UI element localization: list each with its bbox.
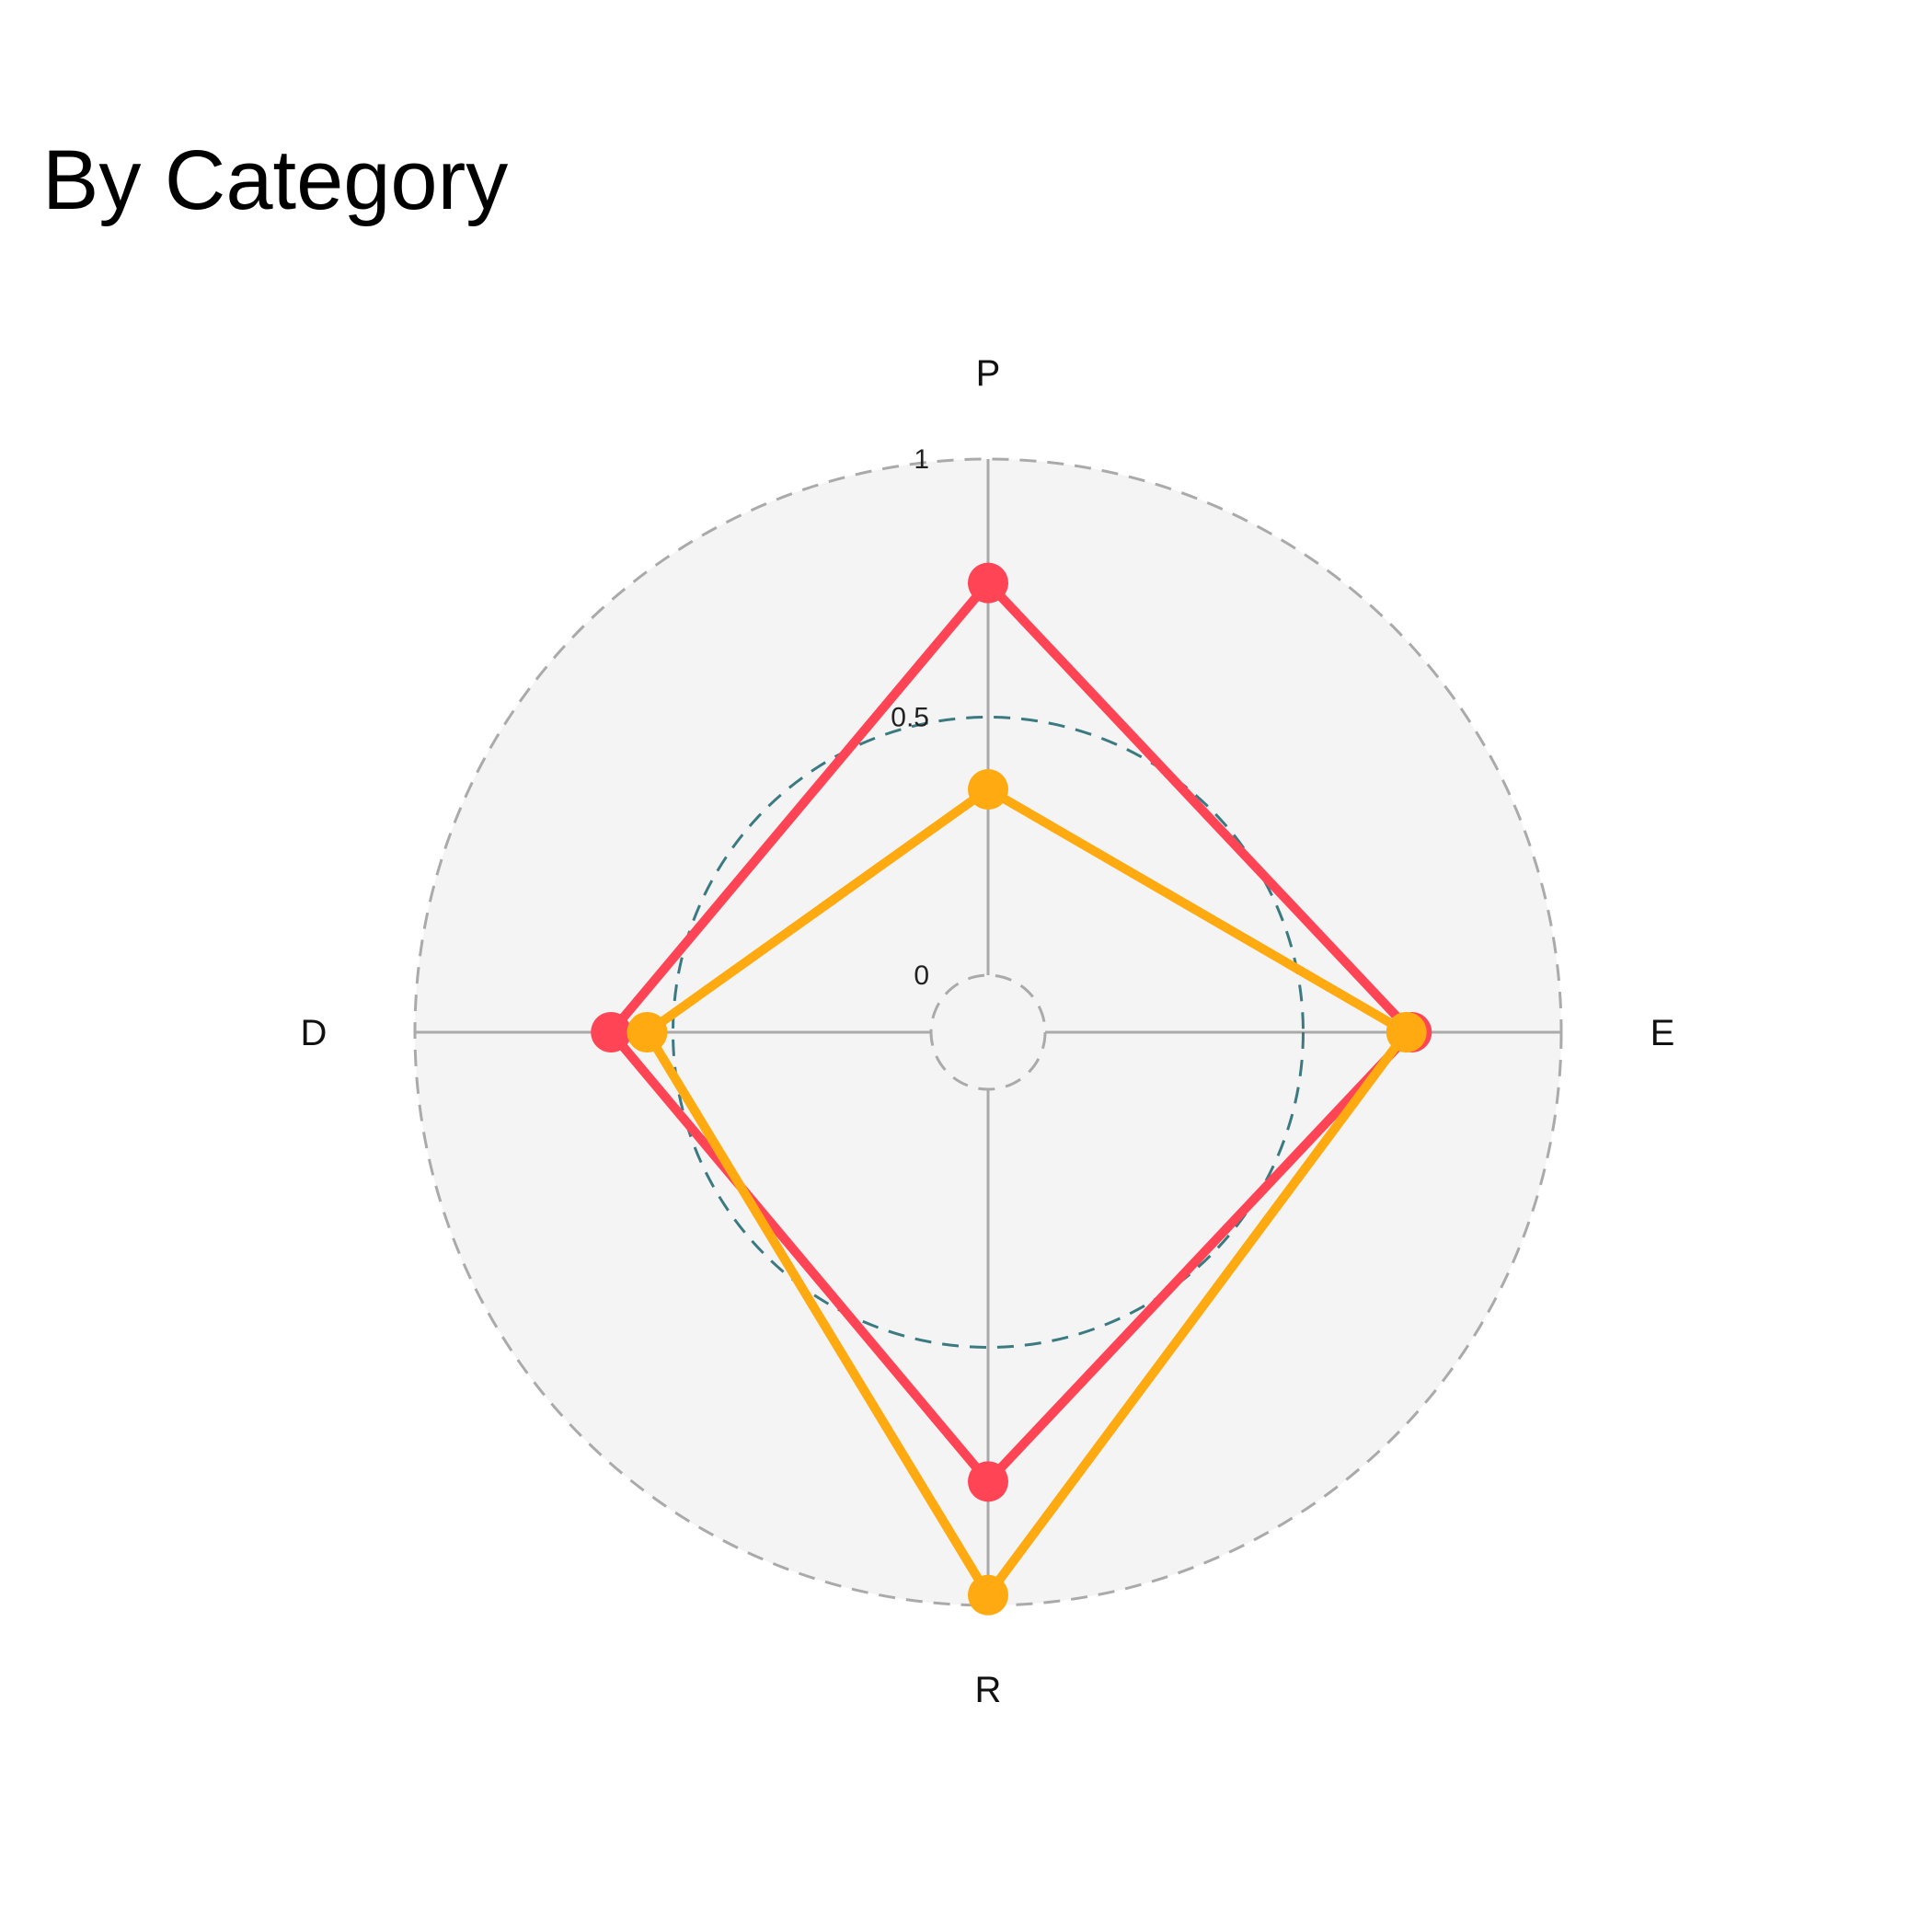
grid-ring-1 — [672, 716, 1305, 1349]
tick-label-1: 0.5 — [891, 703, 929, 733]
series-1-point-P — [968, 769, 1008, 811]
series-layer — [591, 562, 1432, 1616]
series-0-point-P — [968, 562, 1008, 604]
series-0-point-D — [591, 1012, 632, 1052]
tick-label-0: 0 — [914, 960, 929, 991]
series-1-point-E — [1386, 1012, 1427, 1052]
chart-title: By Category — [42, 133, 509, 227]
label-layer: P E R D 0 0.5 1 — [301, 353, 1675, 1710]
grid-ring-2 — [413, 457, 1563, 1607]
series-1-point-D — [627, 1012, 668, 1052]
series-0-point-R — [968, 1461, 1008, 1502]
grid-layer — [413, 457, 1563, 1607]
tick-label-2: 1 — [914, 444, 929, 475]
axis-label-R: R — [975, 1670, 1002, 1710]
background-disc — [415, 459, 1561, 1605]
axis-label-D: D — [301, 1013, 328, 1053]
axis-label-P: P — [976, 353, 1001, 394]
axis-label-E: E — [1650, 1013, 1675, 1053]
grid-ring-0 — [929, 973, 1047, 1091]
series-1-point-R — [968, 1574, 1008, 1616]
